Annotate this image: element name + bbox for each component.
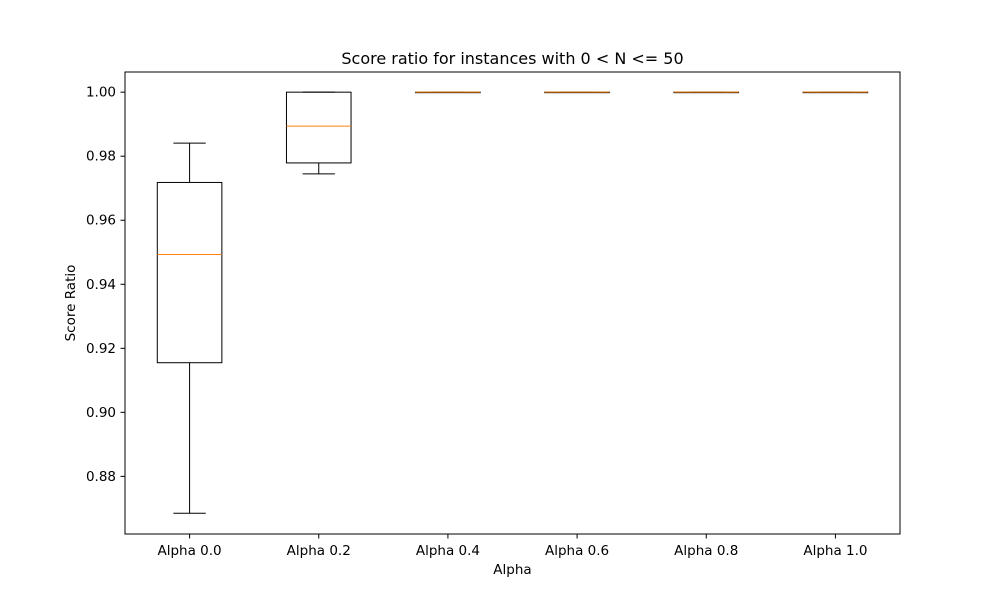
x-tick-label: Alpha 0.4	[416, 543, 480, 559]
box-4	[673, 91, 740, 94]
x-tick-label: Alpha 0.2	[287, 543, 351, 559]
y-tick-label: 0.88	[86, 469, 116, 485]
x-axis-label: Alpha	[493, 562, 531, 578]
y-tick-label: 0.90	[86, 405, 116, 421]
y-tick-label: 0.94	[86, 277, 116, 293]
box-2	[415, 91, 481, 94]
box-iqr	[285, 91, 352, 164]
y-tick-label: 0.98	[86, 149, 116, 165]
y-tick-label: 1.00	[86, 85, 116, 101]
plot-area-frame	[124, 71, 901, 535]
box-1	[285, 91, 352, 175]
y-axis-label: Score Ratio	[63, 265, 79, 342]
x-tick-label: Alpha 1.0	[803, 543, 867, 559]
box-3	[544, 91, 610, 94]
box-iqr	[156, 181, 223, 364]
box-0	[156, 142, 223, 514]
boxes-layer	[156, 91, 869, 514]
y-axis: 0.88 0.90 0.92 0.94 0.96 0.98 1.00	[86, 85, 125, 485]
box-5	[802, 91, 869, 94]
x-tick-label: Alpha 0.8	[674, 543, 738, 559]
x-tick-label: Alpha 0.0	[158, 543, 222, 559]
chart-title: Score ratio for instances with 0 < N <= …	[341, 49, 683, 68]
x-axis: Alpha 0.0 Alpha 0.2 Alpha 0.4 Alpha 0.6 Alph…	[158, 534, 867, 559]
y-tick-label: 0.92	[86, 341, 116, 357]
x-tick-label: Alpha 0.6	[545, 543, 609, 559]
y-tick-label: 0.96	[86, 213, 116, 229]
